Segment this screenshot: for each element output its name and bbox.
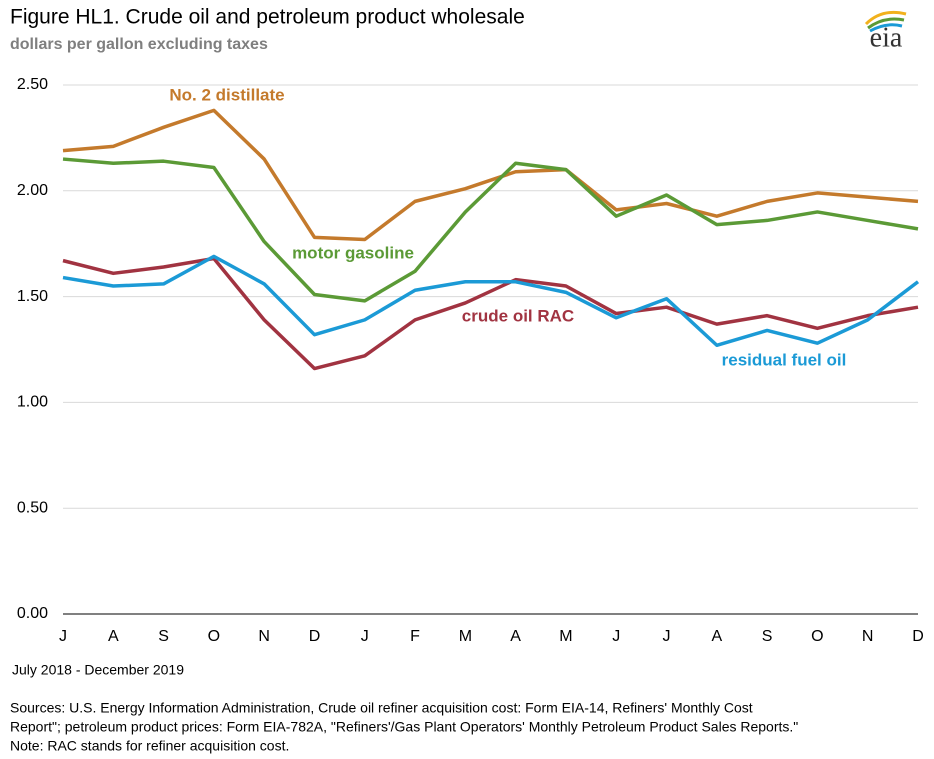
x-tick-label: D <box>912 628 924 645</box>
sources: Sources: U.S. Energy Information Adminis… <box>10 700 753 716</box>
series-line <box>62 157 919 303</box>
x-tick-label: S <box>762 628 773 645</box>
y-tick-label: 2.00 <box>17 182 48 199</box>
y-tick-label: 1.50 <box>17 288 48 305</box>
y-tick-label: 0.00 <box>17 605 48 622</box>
x-tick-label: M <box>459 628 472 645</box>
logo: eia <box>864 10 907 53</box>
chart-title: Figure HL1. Crude oil and petroleum prod… <box>10 6 525 29</box>
x-tick-label: A <box>108 628 119 645</box>
logo-swoosh <box>867 17 905 30</box>
x-tick-label: J <box>612 628 620 645</box>
x-tick-label: J <box>361 628 369 645</box>
series-label: motor gasoline <box>292 243 414 262</box>
x-tick-label: O <box>208 628 220 645</box>
sources: Report"; petroleum product prices: Form … <box>10 719 798 735</box>
series-label: No. 2 distillate <box>169 85 284 104</box>
x-tick-label: N <box>862 628 874 645</box>
x-tick-label: A <box>510 628 521 645</box>
series-line <box>62 254 920 348</box>
date-range: July 2018 - December 2019 <box>12 662 184 678</box>
y-tick-label: 2.50 <box>17 76 48 93</box>
x-tick-label: A <box>711 628 722 645</box>
y-tick-label: 0.50 <box>17 499 48 516</box>
note: Note: RAC stands for refiner acquisition… <box>10 738 289 754</box>
x-tick-label: J <box>59 628 67 645</box>
x-tick-label: J <box>663 628 671 645</box>
series-label: residual fuel oil <box>722 350 847 369</box>
logo-swoosh <box>869 23 903 33</box>
x-tick-label: S <box>158 628 169 645</box>
logo-text: eia <box>870 22 903 53</box>
x-tick-label: F <box>410 628 420 645</box>
series-label: crude oil RAC <box>462 306 574 325</box>
y-tick-label: 1.00 <box>17 394 48 411</box>
logo-swoosh <box>864 10 907 26</box>
x-tick-label: N <box>258 628 270 645</box>
x-tick-label: O <box>811 628 823 645</box>
x-tick-label: D <box>309 628 321 645</box>
x-tick-label: M <box>559 628 572 645</box>
chart-subtitle: dollars per gallon excluding taxes <box>10 36 268 53</box>
series-line <box>62 108 919 242</box>
